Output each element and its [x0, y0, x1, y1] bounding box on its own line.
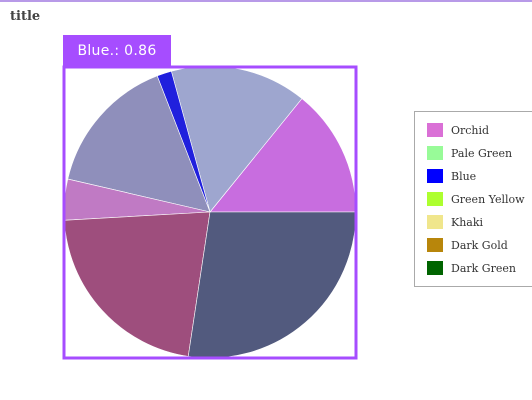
legend-label: Khaki [451, 215, 484, 229]
legend-item-blue[interactable]: Blue [427, 169, 476, 183]
legend-item-khaki[interactable]: Khaki [427, 215, 483, 229]
legend-item-orchid[interactable]: Orchid [427, 123, 489, 137]
highlight-box [62, 65, 358, 360]
legend-swatch [427, 146, 443, 160]
legend-swatch [427, 169, 443, 183]
pie-slice-dark-gold[interactable] [63, 211, 211, 357]
tooltip: Blue.: 0.86 [63, 35, 171, 66]
legend-label: Orchid [451, 123, 490, 137]
legend-item-dark-gold[interactable]: Dark Gold [427, 238, 508, 252]
legend-swatch [427, 261, 443, 275]
legend-item-dark-green[interactable]: Dark Green [427, 261, 516, 275]
legend-label: Dark Gold [451, 238, 508, 252]
legend-swatch [427, 215, 443, 229]
legend: Orchid Pale Green Blue Green Yellow Khaki Dar… [414, 111, 532, 287]
legend-item-green-yellow[interactable]: Green Yellow [427, 192, 525, 206]
legend-label: Green Yellow [451, 192, 525, 206]
top-border [0, 0, 532, 2]
pie-slice-dark-green[interactable] [187, 211, 357, 359]
legend-swatch [427, 192, 443, 206]
legend-swatch [427, 123, 443, 137]
legend-label: Pale Green [451, 146, 513, 160]
pie-slice-pale-green[interactable] [170, 65, 303, 213]
pie-slice-green-yellow[interactable] [67, 75, 211, 213]
legend-label: Blue [451, 169, 477, 183]
legend-label: Dark Green [451, 261, 516, 275]
legend-swatch [427, 238, 443, 252]
legend-item-pale-green[interactable]: Pale Green [427, 146, 512, 160]
chart-title: title [10, 9, 41, 24]
